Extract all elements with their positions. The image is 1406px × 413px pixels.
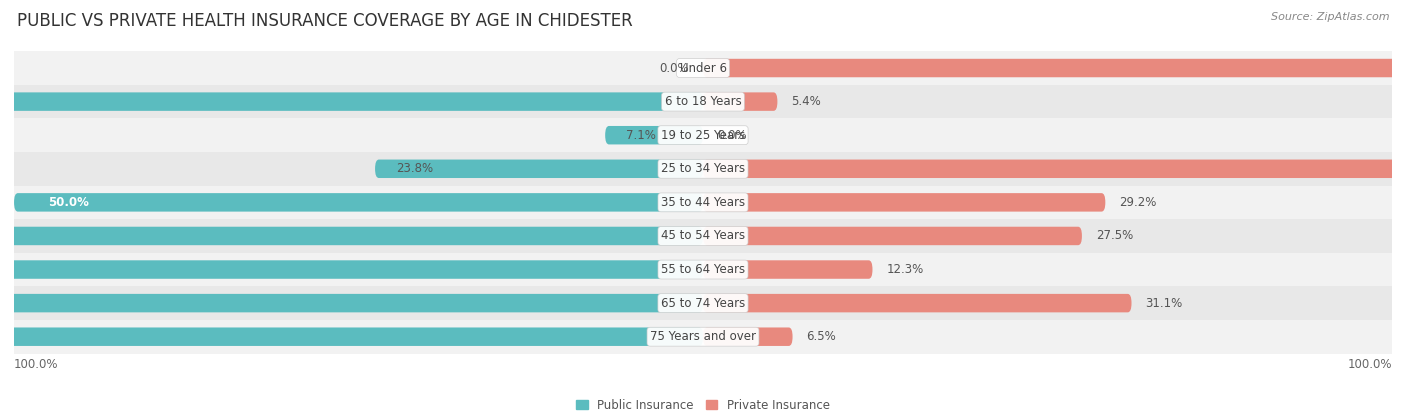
FancyBboxPatch shape xyxy=(0,260,703,279)
FancyBboxPatch shape xyxy=(703,227,1083,245)
FancyBboxPatch shape xyxy=(0,93,703,111)
Text: 45 to 54 Years: 45 to 54 Years xyxy=(661,230,745,242)
Text: PUBLIC VS PRIVATE HEALTH INSURANCE COVERAGE BY AGE IN CHIDESTER: PUBLIC VS PRIVATE HEALTH INSURANCE COVER… xyxy=(17,12,633,31)
Bar xyxy=(0,152,1406,185)
FancyBboxPatch shape xyxy=(0,328,703,346)
Text: 12.3%: 12.3% xyxy=(886,263,924,276)
Legend: Public Insurance, Private Insurance: Public Insurance, Private Insurance xyxy=(571,394,835,413)
FancyBboxPatch shape xyxy=(703,294,1132,312)
Text: Source: ZipAtlas.com: Source: ZipAtlas.com xyxy=(1271,12,1389,22)
FancyBboxPatch shape xyxy=(703,193,1105,211)
FancyBboxPatch shape xyxy=(703,260,873,279)
Text: 0.0%: 0.0% xyxy=(659,62,689,74)
Bar xyxy=(0,119,1406,152)
FancyBboxPatch shape xyxy=(605,126,703,145)
Text: 50.0%: 50.0% xyxy=(48,196,90,209)
Text: 5.4%: 5.4% xyxy=(792,95,821,108)
FancyBboxPatch shape xyxy=(0,294,703,312)
Text: 75 Years and over: 75 Years and over xyxy=(650,330,756,343)
FancyBboxPatch shape xyxy=(703,93,778,111)
Text: 29.2%: 29.2% xyxy=(1119,196,1157,209)
FancyBboxPatch shape xyxy=(0,227,703,245)
Bar xyxy=(0,320,1406,354)
Bar xyxy=(0,85,1406,119)
Text: 25 to 34 Years: 25 to 34 Years xyxy=(661,162,745,175)
Text: 55 to 64 Years: 55 to 64 Years xyxy=(661,263,745,276)
Text: Under 6: Under 6 xyxy=(679,62,727,74)
Text: 31.1%: 31.1% xyxy=(1146,297,1182,310)
Bar xyxy=(0,185,1406,219)
FancyBboxPatch shape xyxy=(703,159,1406,178)
Bar xyxy=(0,219,1406,253)
Text: 27.5%: 27.5% xyxy=(1095,230,1133,242)
Text: 100.0%: 100.0% xyxy=(14,358,59,370)
FancyBboxPatch shape xyxy=(14,193,703,211)
Bar xyxy=(0,51,1406,85)
Text: 23.8%: 23.8% xyxy=(395,162,433,175)
FancyBboxPatch shape xyxy=(375,159,703,178)
Text: 65 to 74 Years: 65 to 74 Years xyxy=(661,297,745,310)
Text: 7.1%: 7.1% xyxy=(626,129,655,142)
Text: 100.0%: 100.0% xyxy=(1347,358,1392,370)
Text: 6.5%: 6.5% xyxy=(807,330,837,343)
Bar xyxy=(0,253,1406,286)
FancyBboxPatch shape xyxy=(703,59,1406,77)
FancyBboxPatch shape xyxy=(703,328,793,346)
Text: 6 to 18 Years: 6 to 18 Years xyxy=(665,95,741,108)
Text: 0.0%: 0.0% xyxy=(717,129,747,142)
Text: 19 to 25 Years: 19 to 25 Years xyxy=(661,129,745,142)
Bar xyxy=(0,286,1406,320)
Text: 35 to 44 Years: 35 to 44 Years xyxy=(661,196,745,209)
